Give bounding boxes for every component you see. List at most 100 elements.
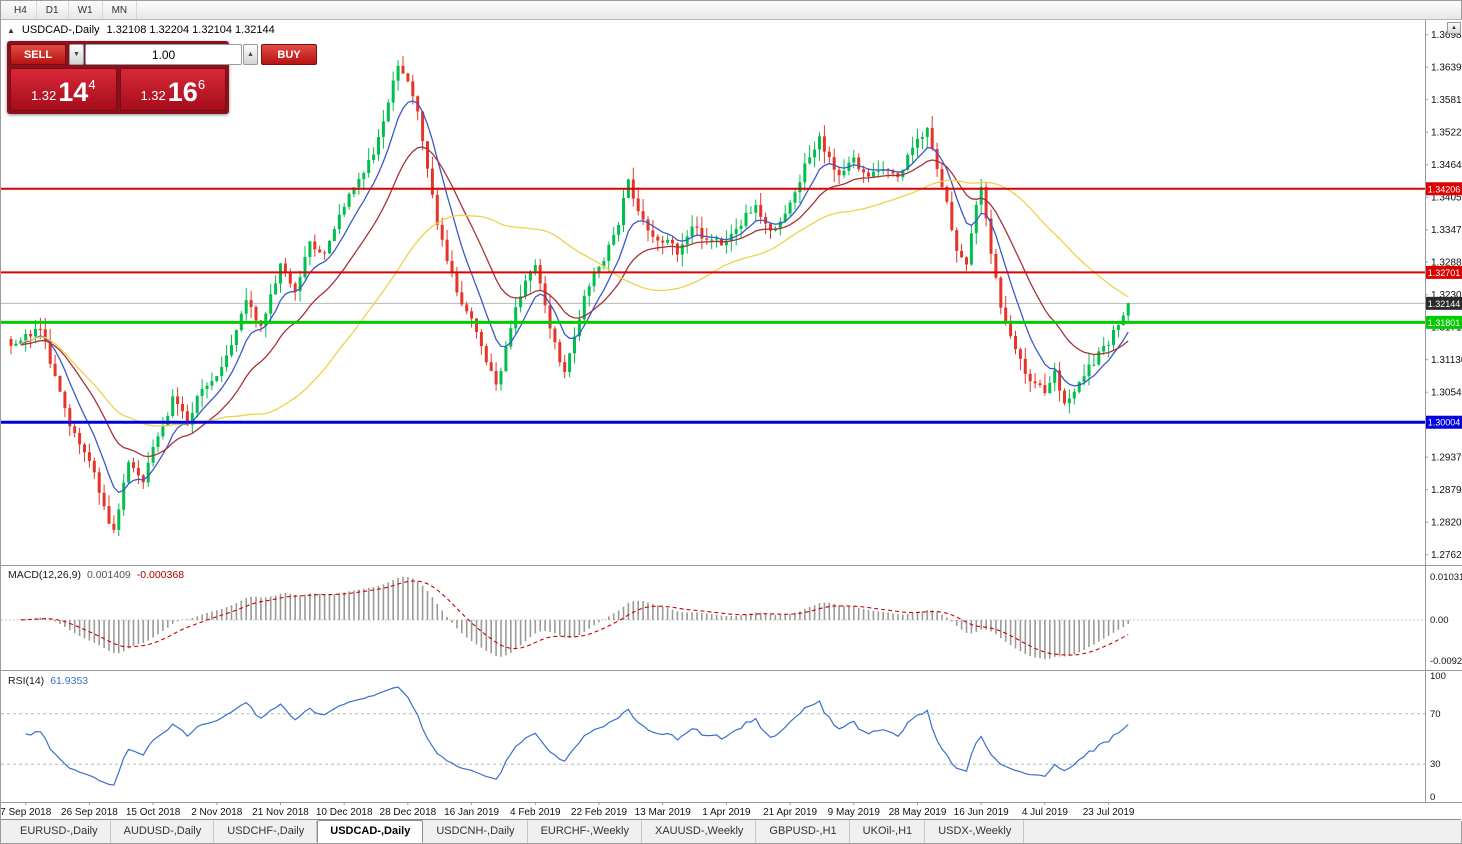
sell-price-sup: 4 [88, 77, 96, 92]
svg-text:1.28205: 1.28205 [1431, 518, 1462, 529]
svg-text:21 Apr 2019: 21 Apr 2019 [763, 807, 817, 818]
price-badge-1.30004: 1.30004 [1426, 415, 1462, 429]
macd-main-value: 0.001409 [86, 569, 131, 581]
chart-window: 1.36980 1.36395 1.35810 1.35225 1.34640 1.340… [1, 20, 1462, 821]
chart-tab-eurusd-daily[interactable]: EURUSD-,Daily [7, 820, 111, 843]
svg-text:1.35810: 1.35810 [1431, 95, 1462, 106]
svg-text:16 Jan 2019: 16 Jan 2019 [444, 807, 499, 818]
pane-separators [1, 20, 1462, 803]
svg-text:1.32701: 1.32701 [1428, 268, 1461, 278]
chart-canvas[interactable]: 1.36980 1.36395 1.35810 1.35225 1.34640 1.340… [1, 20, 1462, 821]
horizontal-line-objects [1, 187, 1425, 424]
timeframe-button-d1[interactable]: D1 [37, 1, 69, 19]
svg-text:26 Sep 2018: 26 Sep 2018 [61, 807, 118, 818]
svg-text:15 Oct 2018: 15 Oct 2018 [126, 807, 181, 818]
sell-button[interactable]: SELL [10, 44, 66, 65]
svg-text:1 Apr 2019: 1 Apr 2019 [702, 807, 751, 818]
trade-controls-row: SELL ▼ ▲ BUY [10, 44, 317, 65]
svg-text:1.34206: 1.34206 [1428, 184, 1461, 194]
svg-text:1.32144: 1.32144 [1428, 299, 1461, 309]
svg-text:21 Nov 2018: 21 Nov 2018 [252, 807, 309, 818]
ma-8-line [20, 100, 1129, 494]
chart-tab-audusd-daily[interactable]: AUDUSD-,Daily [111, 820, 215, 843]
chart-tab-usdcnh-daily[interactable]: USDCNH-,Daily [423, 820, 528, 843]
chart-tabs: EURUSD-,Daily AUDUSD-,Daily USDCHF-,Daily U… [1, 819, 1461, 843]
svg-text:2 Nov 2018: 2 Nov 2018 [191, 807, 243, 818]
svg-text:1.34640: 1.34640 [1431, 160, 1462, 171]
svg-text:100: 100 [1430, 671, 1446, 682]
svg-text:30: 30 [1430, 759, 1441, 770]
chart-tab-xauusd-weekly[interactable]: XAUUSD-,Weekly [642, 820, 757, 843]
chart-tab-ukoil-h1[interactable]: UKOil-,H1 [850, 820, 926, 843]
svg-text:1.28790: 1.28790 [1431, 485, 1462, 496]
macd-axis: 0.010311 0.00 -0.009203 [1430, 572, 1462, 667]
sell-price-tile[interactable]: 1.32 14 4 [10, 68, 117, 111]
volume-decrease-button[interactable]: ▼ [69, 44, 84, 65]
macd-indicator-label: MACD(12,26,9) 0.001409 -0.000368 [8, 569, 184, 581]
volume-input[interactable] [85, 44, 242, 65]
rsi-line [25, 686, 1129, 786]
rsi-axis: 100 70 30 0 [1430, 671, 1446, 803]
buy-button[interactable]: BUY [261, 44, 317, 65]
sell-price-big: 14 [58, 77, 89, 107]
svg-text:1.36980: 1.36980 [1431, 30, 1462, 41]
price-badge-1.31801: 1.31801 [1426, 315, 1462, 329]
volume-increase-button[interactable]: ▲ [243, 44, 258, 65]
timeframe-button-h4[interactable]: H4 [5, 1, 37, 19]
sell-price-prefix: 1.32 [30, 88, 57, 103]
svg-text:7 Sep 2018: 7 Sep 2018 [1, 807, 52, 818]
macd-name: MACD(12,26,9) [8, 569, 81, 581]
chart-tab-usdcad-daily[interactable]: USDCAD-,Daily [317, 820, 424, 843]
svg-text:1.29375: 1.29375 [1431, 453, 1462, 464]
svg-text:10 Dec 2018: 10 Dec 2018 [316, 807, 373, 818]
svg-text:1.36395: 1.36395 [1431, 63, 1462, 74]
svg-text:-0.009203: -0.009203 [1430, 656, 1462, 667]
svg-text:4 Jul 2019: 4 Jul 2019 [1022, 807, 1069, 818]
moving-averages [20, 100, 1129, 494]
price-badge-1.32701: 1.32701 [1426, 265, 1462, 279]
current-price-badge: 1.32144 [1426, 296, 1462, 310]
svg-text:0.00: 0.00 [1430, 615, 1449, 626]
svg-text:22 Feb 2019: 22 Feb 2019 [571, 807, 628, 818]
trade-prices-row: 1.32 14 4 1.32 16 6 [10, 68, 226, 111]
macd-signal-line [20, 580, 1129, 656]
chart-ohlc-values: 1.32108 1.32204 1.32104 1.32144 [106, 24, 275, 36]
timeframe-button-mn[interactable]: MN [103, 1, 138, 19]
chart-tab-eurchf-weekly[interactable]: EURCHF-,Weekly [528, 820, 642, 843]
rsi-name: RSI(14) [8, 675, 45, 687]
volume-control: ▼ ▲ [69, 44, 258, 65]
chart-tab-usdx-weekly[interactable]: USDX-,Weekly [925, 820, 1025, 843]
buy-price-tile[interactable]: 1.32 16 6 [119, 68, 226, 111]
buy-price-sup: 6 [197, 77, 206, 92]
svg-text:9 May 2019: 9 May 2019 [828, 807, 881, 818]
svg-text:0.010311: 0.010311 [1430, 572, 1462, 583]
macd-signal-value: -0.000368 [136, 569, 185, 581]
scroll-up-button[interactable]: ▲ [1447, 22, 1461, 34]
chart-tab-usdchf-daily[interactable]: USDCHF-,Daily [214, 820, 318, 843]
timeframe-button-w1[interactable]: W1 [69, 1, 103, 19]
price-axis: 1.36980 1.36395 1.35810 1.35225 1.34640 1.340… [1425, 30, 1462, 561]
rsi-indicator-label: RSI(14) 61.9353 [8, 675, 88, 687]
svg-text:4 Feb 2019: 4 Feb 2019 [510, 807, 561, 818]
chart-symbol-label: USDCAD-,Daily [21, 24, 100, 36]
svg-text:70: 70 [1430, 709, 1441, 720]
chart-title: ▲ USDCAD-,Daily 1.32108 1.32204 1.32104 … [7, 24, 275, 36]
chart-tab-gbpusd-h1[interactable]: GBPUSD-,H1 [756, 820, 850, 843]
buy-price-big: 16 [167, 77, 198, 107]
rsi-value: 61.9353 [50, 675, 89, 687]
time-axis: 7 Sep 2018 26 Sep 2018 15 Oct 2018 2 Nov 20… [1, 802, 1135, 818]
svg-text:0: 0 [1430, 792, 1435, 803]
svg-text:23 Jul 2019: 23 Jul 2019 [1083, 807, 1135, 818]
svg-text:1.32885: 1.32885 [1431, 258, 1462, 269]
price-badge-1.34206: 1.34206 [1426, 182, 1462, 196]
svg-text:1.32300: 1.32300 [1431, 290, 1462, 301]
one-click-collapse-icon[interactable]: ▲ [7, 25, 15, 35]
svg-text:1.27620: 1.27620 [1431, 550, 1462, 561]
svg-text:1.35225: 1.35225 [1431, 128, 1462, 139]
svg-text:1.30545: 1.30545 [1431, 388, 1462, 399]
svg-text:1.30004: 1.30004 [1428, 418, 1461, 428]
buy-price-prefix: 1.32 [140, 88, 166, 103]
svg-text:13 Mar 2019: 13 Mar 2019 [635, 807, 692, 818]
